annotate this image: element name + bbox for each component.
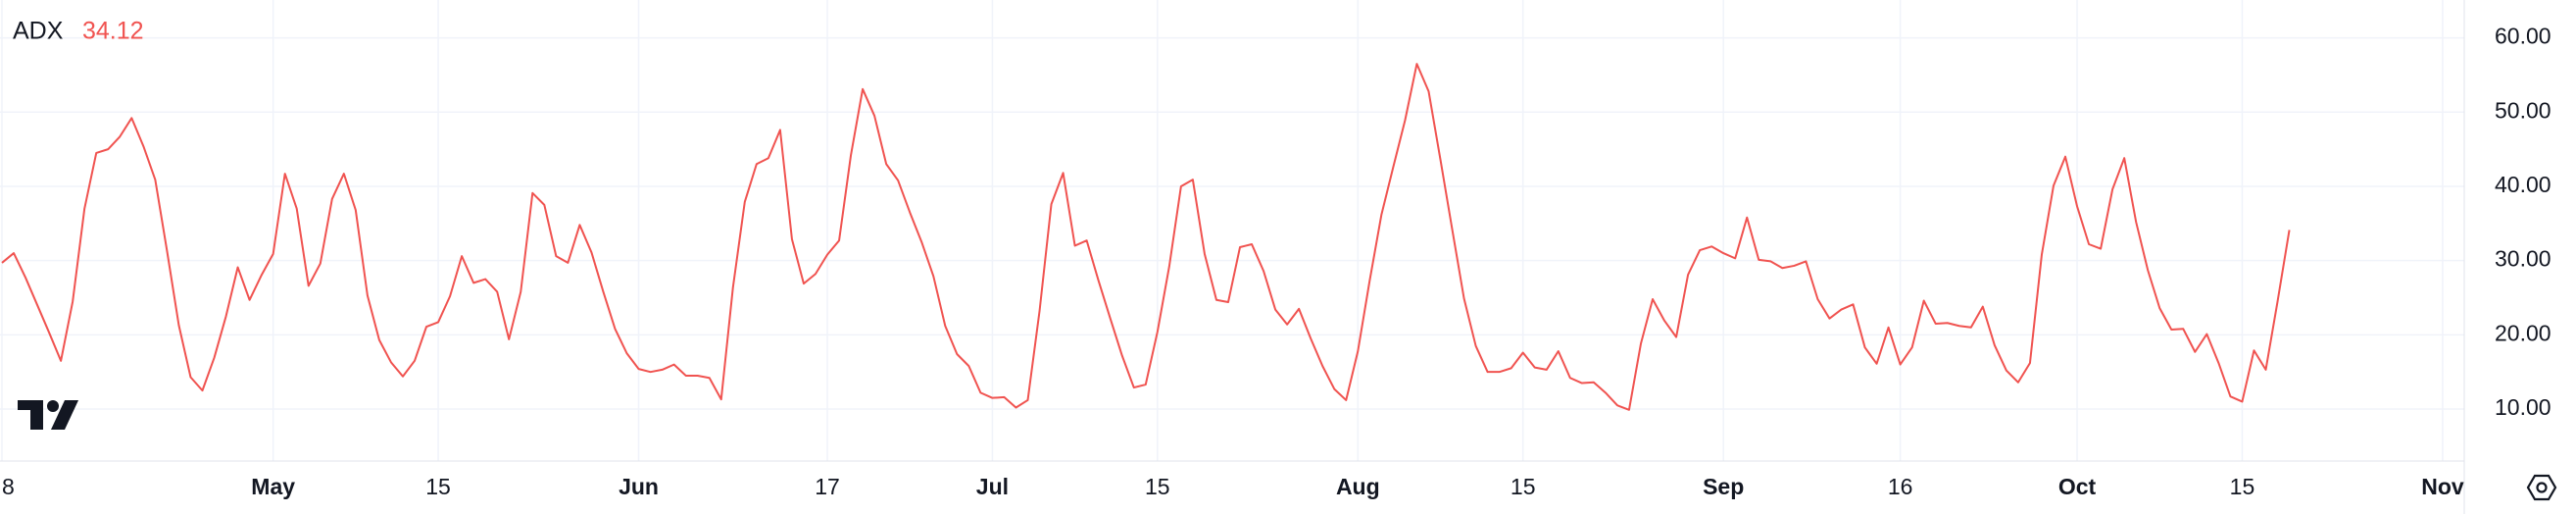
y-tick-label: 20.00 bbox=[2495, 320, 2551, 345]
plot bbox=[1, 63, 2291, 411]
y-tick-label: 10.00 bbox=[2495, 394, 2551, 420]
grid bbox=[0, 0, 2464, 461]
x-tick-label: Sep bbox=[1703, 474, 1744, 499]
tradingview-logo bbox=[18, 400, 78, 430]
y-tick-label: 50.00 bbox=[2495, 97, 2551, 123]
x-tick-label: 15 bbox=[2230, 474, 2255, 499]
indicator-value: 34.12 bbox=[82, 18, 144, 45]
x-tick-label: 15 bbox=[425, 474, 451, 499]
indicator-name: ADX bbox=[13, 18, 64, 45]
logo-part bbox=[18, 400, 43, 430]
y-tick-label: 40.00 bbox=[2495, 172, 2551, 197]
x-tick-label: 16 bbox=[1888, 474, 1913, 499]
x-tick-label: May bbox=[251, 474, 295, 499]
settings-hole[interactable] bbox=[2536, 482, 2548, 493]
settings-hex[interactable] bbox=[2526, 474, 2557, 501]
x-tick-label: 8 bbox=[2, 474, 15, 499]
y-tick-label: 60.00 bbox=[2495, 24, 2551, 49]
x-tick-label: Oct bbox=[2058, 474, 2097, 499]
x-tick-label: 15 bbox=[1145, 474, 1170, 499]
labels: 10.00 20.00 30.00 40.00 50.00 60.00 8 May 15 Jun 1… bbox=[2, 24, 2551, 499]
x-tick-label: Jun bbox=[619, 474, 659, 499]
x-tick-label: 15 bbox=[1511, 474, 1536, 499]
logo-part bbox=[47, 400, 59, 412]
x-tick-label: Aug bbox=[1336, 474, 1380, 499]
x-tick-label: Jul bbox=[976, 474, 1009, 499]
logo-part bbox=[51, 400, 78, 430]
adx-line bbox=[1, 63, 2291, 411]
x-tick-label: Nov bbox=[2421, 474, 2464, 499]
x-tick-label: 17 bbox=[815, 474, 840, 499]
settings-icon[interactable] bbox=[2526, 474, 2557, 501]
y-tick-label: 30.00 bbox=[2495, 246, 2551, 272]
